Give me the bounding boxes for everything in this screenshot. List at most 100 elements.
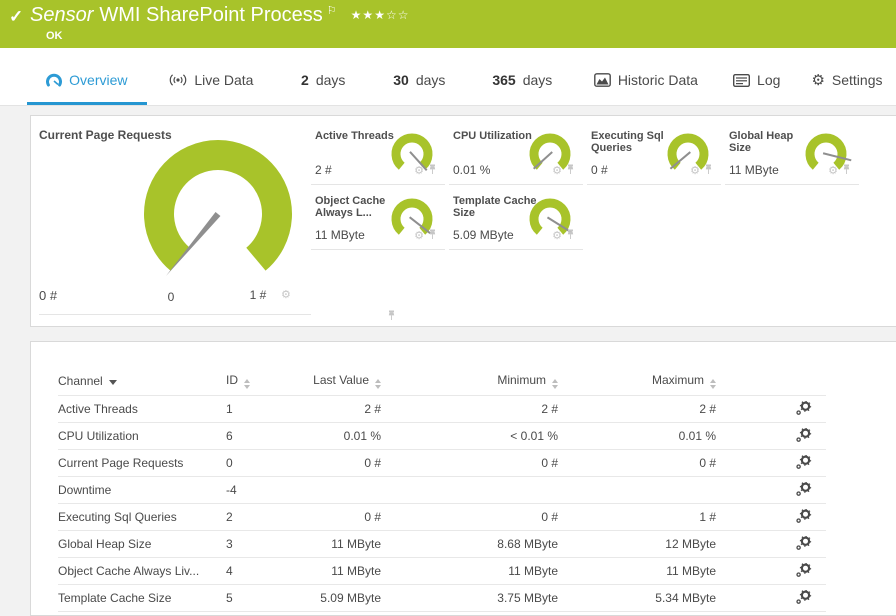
edit-channel-wrench-icon[interactable] — [795, 535, 812, 551]
column-header-channel[interactable]: Channel — [58, 368, 226, 396]
edit-channel-wrench-icon[interactable] — [795, 508, 812, 524]
main-gauge-cell: Current Page Requests 0 # 0 1 # ⚙ — [31, 116, 395, 328]
channel-last-value: 0 # — [289, 503, 381, 531]
gauge-settings-gear-icon[interactable]: ⚙ — [414, 229, 424, 242]
edit-channel-wrench-icon[interactable] — [795, 400, 812, 416]
table-row: Downtime -4 — [58, 476, 826, 504]
channel-name[interactable]: Global Heap Size — [58, 530, 226, 558]
divider — [39, 314, 311, 315]
tab-label: days — [522, 72, 553, 88]
gauge-settings-gear-icon[interactable]: ⚙ — [552, 164, 562, 177]
mini-gauge — [805, 133, 852, 170]
channel-name[interactable]: Current Page Requests — [58, 449, 226, 477]
column-header-id[interactable]: ID — [226, 368, 289, 396]
column-header-last-value[interactable]: Last Value — [289, 368, 381, 396]
gauge-icon — [46, 73, 63, 88]
pin-icon[interactable] — [842, 162, 851, 180]
column-label: Last Value — [313, 373, 369, 388]
mini-gauge-value: 2 # — [315, 163, 332, 177]
mini-gauge-grid: Active Threads 2 # ⚙ CPU Utilization 0.0… — [311, 120, 896, 250]
channel-name[interactable]: CPU Utilization — [58, 422, 226, 450]
channel-maximum: 11 MByte — [558, 557, 716, 585]
flag-icon[interactable]: ⚐ — [326, 5, 337, 17]
channel-id: -4 — [226, 476, 289, 504]
pin-icon[interactable] — [428, 227, 437, 245]
tab-overview[interactable]: Overview — [27, 60, 147, 105]
main-gauge-value: 0 # — [39, 288, 58, 303]
tab-label: days — [315, 72, 346, 88]
channel-minimum: 8.68 MByte — [381, 530, 558, 558]
tab-label: days — [415, 72, 446, 88]
channel-name[interactable]: Template Cache Size — [58, 584, 226, 612]
live-data-icon — [169, 73, 187, 87]
mini-gauge-value: 11 MByte — [315, 228, 365, 242]
table-row: Current Page Requests 0 0 #0 #0 # — [58, 449, 826, 477]
edit-channel-wrench-icon[interactable] — [795, 589, 812, 605]
tab-number: 365 — [492, 72, 516, 88]
channel-name[interactable]: Object Cache Always Liv... — [58, 557, 226, 585]
channel-last-value: 2 # — [289, 395, 381, 423]
channel-table: Channel ID Last Value Minimum Maximum Active… — [58, 368, 826, 612]
pin-icon[interactable] — [704, 162, 713, 180]
mini-gauge-cell: Template Cache Size 5.09 MByte ⚙ — [449, 185, 583, 250]
edit-channel-wrench-icon[interactable] — [795, 454, 812, 470]
channel-last-value — [289, 476, 381, 504]
edit-channel-wrench-icon[interactable] — [795, 481, 812, 497]
tab-label: Overview — [69, 72, 128, 88]
main-gauge-title: Current Page Requests — [39, 128, 172, 142]
main-gauge-scale-min: 0 — [167, 290, 175, 304]
edit-channel-wrench-icon[interactable] — [795, 562, 812, 578]
mini-gauge — [529, 198, 573, 235]
pin-icon[interactable] — [428, 162, 437, 180]
mini-gauge-actions: ⚙ — [414, 227, 437, 245]
tab-days[interactable]: 2 days — [276, 60, 370, 105]
tab-days[interactable]: 365 days — [468, 60, 576, 105]
channel-table-panel: Channel ID Last Value Minimum Maximum Active… — [30, 341, 896, 616]
channel-last-value: 0.01 % — [289, 422, 381, 450]
gauge-settings-gear-icon[interactable]: ⚙ — [281, 289, 291, 301]
pin-icon[interactable] — [566, 162, 575, 180]
table-row: Object Cache Always Liv... 4 11 MByte 11 MB… — [58, 557, 826, 585]
priority-stars[interactable]: ★★★☆☆ — [350, 8, 410, 22]
tab-live-data[interactable]: Live Data — [147, 60, 276, 105]
tab-historic-data[interactable]: Historic Data — [576, 60, 715, 105]
status-badge: OK — [46, 30, 63, 42]
mini-gauge-value: 0.01 % — [453, 163, 491, 177]
gauge-settings-gear-icon[interactable]: ⚙ — [828, 164, 838, 177]
mini-gauge — [529, 133, 571, 170]
mini-gauge-actions: ⚙ — [414, 162, 437, 180]
object-kind-label: Sensor — [30, 4, 94, 26]
mini-gauge — [391, 133, 433, 172]
channel-last-value: 11 MByte — [289, 557, 381, 585]
mini-gauge-title: CPU Utilization — [453, 130, 532, 142]
channel-minimum: 2 # — [381, 395, 558, 423]
gauge-settings-gear-icon[interactable]: ⚙ — [414, 164, 424, 177]
tab-label: Historic Data — [617, 72, 698, 88]
tab-days[interactable]: 30 days — [370, 60, 468, 105]
table-row: Template Cache Size 5 5.09 MByte 3.75 MByte… — [58, 584, 826, 612]
tab-label: Settings — [831, 72, 883, 88]
edit-channel-wrench-icon[interactable] — [795, 427, 812, 443]
channel-maximum: 2 # — [558, 395, 716, 423]
channel-name[interactable]: Downtime — [58, 476, 226, 504]
channel-maximum: 12 MByte — [558, 530, 716, 558]
gauge-settings-gear-icon[interactable]: ⚙ — [552, 229, 562, 242]
tab-log[interactable]: Log — [716, 60, 798, 105]
sort-icon — [710, 379, 716, 390]
channel-maximum: 1 # — [558, 503, 716, 531]
channel-id: 1 — [226, 395, 289, 423]
pin-icon[interactable] — [566, 227, 575, 245]
gauge-settings-gear-icon[interactable]: ⚙ — [690, 164, 700, 177]
column-header-maximum[interactable]: Maximum — [558, 368, 716, 396]
main-gauge-scale-max: 1 # — [249, 288, 267, 302]
column-header-minimum[interactable]: Minimum — [381, 368, 558, 396]
mini-gauge-cell: Active Threads 2 # ⚙ — [311, 120, 445, 185]
tab-settings[interactable]: ⚙ Settings — [798, 60, 896, 105]
column-header-edit — [716, 368, 826, 396]
tab-bar: Overview Live Data 2 days 30 days 365 days Histo… — [0, 48, 896, 106]
main-gauge-actions: ⚙ — [281, 289, 395, 320]
channel-id: 4 — [226, 557, 289, 585]
mini-gauge-title: Global Heap Size — [729, 130, 794, 154]
channel-name[interactable]: Executing Sql Queries — [58, 503, 226, 531]
channel-name[interactable]: Active Threads — [58, 395, 226, 423]
